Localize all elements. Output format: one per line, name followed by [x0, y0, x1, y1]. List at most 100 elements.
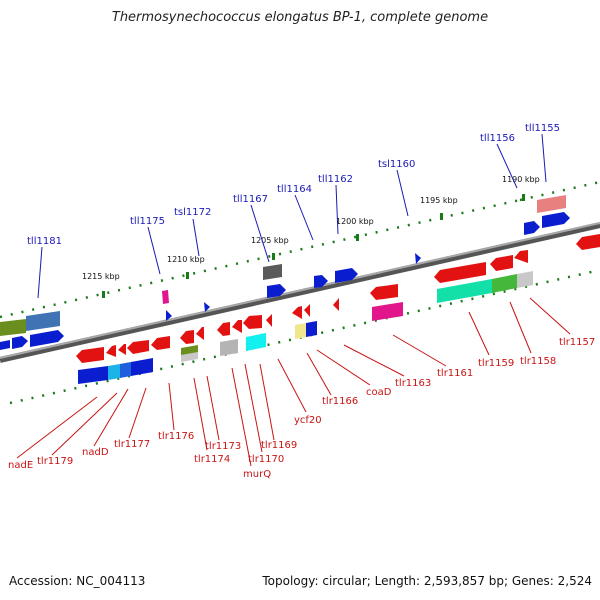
- gene-feature: [372, 302, 403, 321]
- gene-label: tll1164: [277, 184, 312, 195]
- gene-label: nadE: [8, 460, 33, 471]
- gene-feature: [514, 250, 528, 263]
- gene-label: tll1155: [525, 123, 560, 134]
- scale-label: 1200 kbp: [336, 217, 374, 226]
- scale-tick: [356, 234, 359, 241]
- gene-label: tll1156: [480, 133, 515, 144]
- gene-label: murQ: [243, 469, 271, 480]
- scale-tick: [186, 272, 189, 279]
- scale-label: 1190 kbp: [502, 175, 540, 184]
- gene-feature: [181, 352, 198, 362]
- scale-label: 1205 kbp: [251, 236, 289, 245]
- gene-feature: [166, 310, 172, 321]
- gene-feature: [78, 366, 108, 384]
- gene-feature: [151, 336, 170, 350]
- gene-feature: [333, 298, 339, 311]
- gene-feature: [196, 327, 204, 340]
- gene-feature: [127, 340, 149, 354]
- gene-feature: [0, 340, 10, 350]
- gene-label: tll1162: [318, 174, 353, 185]
- bottom-gene-labels: nadE tlr1179 nadD tlr1177 tlr1176 tlr117…: [8, 337, 595, 480]
- gene-feature: [26, 311, 60, 331]
- gene-label: tlr1179: [37, 456, 73, 467]
- gene-label: tll1167: [233, 194, 268, 205]
- gene-label: tlr1163: [395, 378, 431, 389]
- genome-backbone: [0, 222, 600, 363]
- top-gene-labels: tll1181 tll1175 tsl1172 tll1167 tll1164 …: [27, 123, 560, 247]
- gene-feature: [263, 264, 282, 280]
- gene-feature: [370, 284, 398, 300]
- gene-feature: [267, 284, 286, 298]
- gene-feature: [204, 302, 210, 312]
- map-title: Thermosynechococcus elongatus BP-1, comp…: [111, 10, 489, 25]
- scale-tick: [272, 253, 275, 260]
- scale-label: 1210 kbp: [167, 255, 205, 264]
- gene-feature: [537, 195, 566, 213]
- scale-label: 1215 kbp: [82, 272, 120, 281]
- gene-features: [0, 195, 600, 384]
- gene-feature: [295, 323, 306, 339]
- topology-text: Topology: circular; Length: 2,593,857 bp…: [262, 574, 592, 588]
- gene-feature: [437, 279, 492, 303]
- gene-feature: [266, 314, 272, 327]
- accession-text: Accession: NC_004113: [9, 574, 146, 588]
- gene-feature: [517, 271, 533, 288]
- gene-feature: [12, 336, 28, 349]
- gene-feature: [246, 333, 266, 351]
- gene-label: ycf20: [294, 415, 322, 426]
- gene-feature: [306, 321, 317, 337]
- gene-feature: [542, 212, 570, 228]
- gene-label: tlr1177: [114, 439, 150, 450]
- gene-feature: [106, 345, 116, 357]
- gene-feature: [120, 362, 131, 378]
- scale-ticks: [102, 194, 525, 298]
- gene-feature: [292, 306, 302, 319]
- gene-feature: [434, 262, 486, 283]
- gene-feature: [30, 330, 64, 347]
- gene-feature: [217, 322, 230, 336]
- gene-label: tlr1166: [322, 396, 358, 407]
- gene-feature: [131, 358, 153, 376]
- lower-tick-row: [9, 268, 600, 405]
- gene-label: tlr1159: [478, 358, 514, 369]
- gene-feature: [108, 364, 120, 380]
- top-leader-lines: [37, 133, 547, 299]
- gene-feature: [76, 347, 104, 363]
- gene-feature: [490, 255, 513, 271]
- gene-feature: [180, 330, 194, 344]
- scale-tick: [102, 291, 105, 298]
- gene-feature: [0, 319, 26, 336]
- gene-label: tlr1170: [248, 454, 284, 465]
- gene-label: tsl1172: [174, 207, 211, 218]
- gene-feature: [232, 320, 242, 333]
- gene-label: tll1175: [130, 216, 165, 227]
- gene-feature: [243, 315, 262, 329]
- gene-label: coaD: [366, 387, 392, 398]
- scale-tick: [522, 194, 525, 201]
- gene-feature: [415, 253, 421, 264]
- gene-label: tlr1173: [205, 441, 241, 452]
- gene-feature: [162, 290, 169, 304]
- gene-label: tlr1161: [437, 368, 473, 379]
- gene-feature: [118, 344, 126, 355]
- gene-label: tlr1158: [520, 356, 556, 367]
- gene-feature: [314, 275, 328, 288]
- gene-feature: [492, 274, 517, 293]
- upper-tick-row: [0, 180, 600, 319]
- gene-feature: [576, 234, 600, 250]
- gene-feature: [335, 268, 358, 283]
- gene-feature: [524, 221, 540, 235]
- gene-label: tll1181: [27, 236, 62, 247]
- gene-label: tlr1176: [158, 431, 194, 442]
- gene-feature: [304, 304, 310, 317]
- bottom-leader-lines: [16, 297, 571, 467]
- gene-label: nadD: [82, 447, 109, 458]
- gene-label: tsl1160: [378, 159, 415, 170]
- gene-label: tlr1174: [194, 454, 230, 465]
- gene-label: tlr1157: [559, 337, 595, 348]
- scale-label: 1195 kbp: [420, 196, 458, 205]
- scale-tick: [440, 213, 443, 220]
- gene-feature: [220, 339, 238, 356]
